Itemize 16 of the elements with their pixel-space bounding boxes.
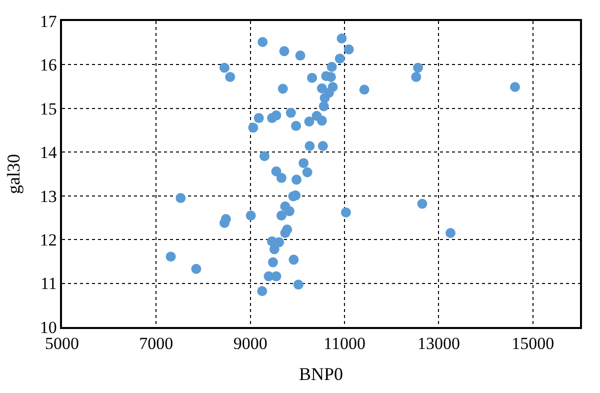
x-tick-label: 15000	[512, 334, 554, 354]
y-tick-label: 10	[40, 318, 57, 337]
x-tick-label: 9000	[233, 334, 268, 354]
x-tick-label: 5000	[45, 334, 79, 354]
y-tick-label: 12	[40, 230, 57, 250]
x-axis-title: BNP0	[298, 364, 344, 384]
x-tick-label: 13000	[417, 334, 460, 354]
y-tick-label: 17	[40, 12, 58, 31]
y-axis-title: gal30	[4, 154, 24, 194]
y-tick-label: 11	[40, 274, 57, 294]
y-tick-label: 16	[40, 56, 57, 75]
y-tick-label: 14	[40, 143, 58, 162]
x-tick-label: 7000	[139, 334, 174, 354]
y-tick-label: 15	[40, 99, 57, 118]
x-tick-label: 11000	[324, 334, 366, 354]
y-tick-label: 13	[40, 186, 57, 206]
